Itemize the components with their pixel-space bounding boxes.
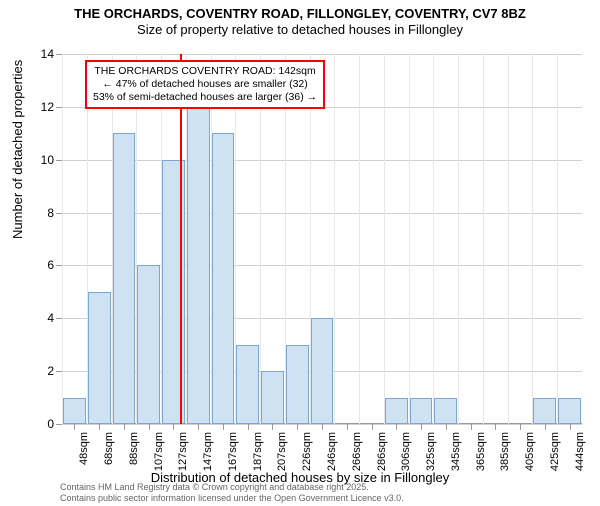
y-tick-label: 14 bbox=[24, 47, 54, 61]
grid-line-v bbox=[532, 54, 533, 424]
y-tick-label: 8 bbox=[24, 206, 54, 220]
x-tick bbox=[520, 424, 521, 430]
property-callout: THE ORCHARDS COVENTRY ROAD: 142sqm ← 47%… bbox=[85, 60, 325, 109]
property-marker-line bbox=[180, 54, 182, 424]
chart-title-main: THE ORCHARDS, COVENTRY ROAD, FILLONGLEY,… bbox=[0, 6, 600, 21]
x-tick bbox=[248, 424, 249, 430]
chart-title-sub: Size of property relative to detached ho… bbox=[0, 22, 600, 37]
x-tick bbox=[74, 424, 75, 430]
histogram-bar bbox=[212, 133, 235, 424]
grid-line-v bbox=[62, 54, 63, 424]
attribution-line1: Contains HM Land Registry data © Crown c… bbox=[60, 482, 404, 493]
attribution-line2: Contains public sector information licen… bbox=[60, 493, 404, 504]
x-tick bbox=[272, 424, 273, 430]
histogram-bar bbox=[137, 265, 160, 424]
x-tick bbox=[173, 424, 174, 430]
histogram-bar bbox=[286, 345, 309, 424]
grid-line-v bbox=[433, 54, 434, 424]
x-tick bbox=[322, 424, 323, 430]
grid-line bbox=[62, 160, 582, 161]
histogram-bar bbox=[311, 318, 334, 424]
y-axis-label: Number of detached properties bbox=[10, 60, 25, 239]
y-tick-label: 4 bbox=[24, 311, 54, 325]
x-tick bbox=[495, 424, 496, 430]
y-tick-label: 2 bbox=[24, 364, 54, 378]
grid-line-v bbox=[508, 54, 509, 424]
histogram-bar bbox=[410, 398, 433, 424]
histogram-bar bbox=[533, 398, 556, 424]
histogram-bar bbox=[558, 398, 581, 424]
x-tick bbox=[446, 424, 447, 430]
callout-line1: THE ORCHARDS COVENTRY ROAD: 142sqm bbox=[93, 65, 317, 78]
x-tick bbox=[545, 424, 546, 430]
x-tick bbox=[198, 424, 199, 430]
x-tick bbox=[124, 424, 125, 430]
histogram-bar bbox=[63, 398, 86, 424]
histogram-bar bbox=[385, 398, 408, 424]
histogram-bar bbox=[261, 371, 284, 424]
histogram-bar bbox=[187, 107, 210, 424]
y-tick-label: 6 bbox=[24, 258, 54, 272]
x-tick bbox=[297, 424, 298, 430]
y-tick-label: 10 bbox=[24, 153, 54, 167]
callout-line2: ← 47% of detached houses are smaller (32… bbox=[93, 78, 317, 91]
grid-line-v bbox=[260, 54, 261, 424]
attribution-text: Contains HM Land Registry data © Crown c… bbox=[60, 482, 404, 504]
x-tick bbox=[471, 424, 472, 430]
grid-line-v bbox=[409, 54, 410, 424]
callout-line3: 53% of semi-detached houses are larger (… bbox=[93, 91, 317, 104]
y-tick bbox=[56, 424, 62, 425]
x-tick bbox=[223, 424, 224, 430]
grid-line-v bbox=[334, 54, 335, 424]
histogram-bar bbox=[434, 398, 457, 424]
x-tick bbox=[396, 424, 397, 430]
x-tick bbox=[99, 424, 100, 430]
x-tick bbox=[347, 424, 348, 430]
grid-line-v bbox=[483, 54, 484, 424]
y-tick-label: 0 bbox=[24, 417, 54, 431]
grid-line-v bbox=[557, 54, 558, 424]
grid-line-v bbox=[359, 54, 360, 424]
x-tick bbox=[570, 424, 571, 430]
grid-line-v bbox=[384, 54, 385, 424]
y-tick-label: 12 bbox=[24, 100, 54, 114]
grid-line bbox=[62, 213, 582, 214]
histogram-bar bbox=[88, 292, 111, 424]
x-tick bbox=[372, 424, 373, 430]
histogram-bar bbox=[113, 133, 136, 424]
chart-plot-area: 0246810121448sqm68sqm88sqm107sqm127sqm14… bbox=[62, 54, 582, 424]
grid-line-v bbox=[458, 54, 459, 424]
x-tick bbox=[421, 424, 422, 430]
x-tick bbox=[149, 424, 150, 430]
histogram-bar bbox=[236, 345, 259, 424]
grid-line bbox=[62, 54, 582, 55]
